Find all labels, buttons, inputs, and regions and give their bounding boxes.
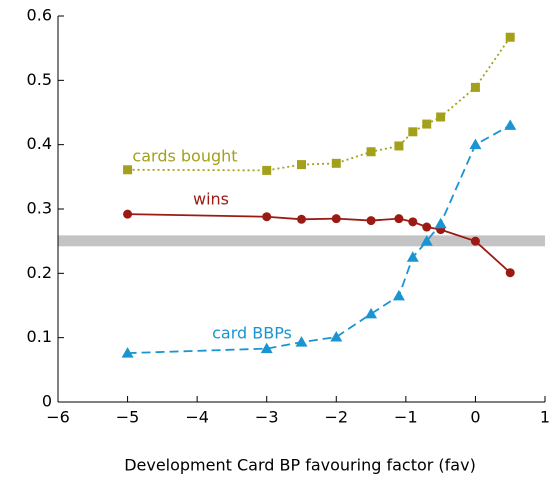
x-axis-label: Development Card BP favouring factor (fa… <box>124 456 476 475</box>
marker <box>123 209 133 219</box>
marker <box>505 268 515 278</box>
y-tick-label: 0.1 <box>27 327 52 346</box>
marker <box>330 331 343 342</box>
marker <box>260 342 273 354</box>
x-tick-label: −1 <box>394 408 418 427</box>
series-label: cards bought <box>132 147 237 166</box>
marker <box>436 112 446 122</box>
marker <box>365 307 378 319</box>
marker <box>408 217 418 227</box>
marker <box>262 165 272 175</box>
y-tick-label: 0.2 <box>27 263 52 282</box>
series-label: wins <box>193 190 229 209</box>
marker <box>505 32 515 42</box>
marker <box>366 147 376 157</box>
marker <box>123 165 133 175</box>
marker <box>434 217 447 229</box>
x-tick-label: −6 <box>46 408 70 427</box>
marker <box>331 158 341 168</box>
marker <box>420 235 433 246</box>
x-tick-label: 1 <box>540 408 550 427</box>
marker <box>331 214 341 224</box>
marker <box>470 82 480 92</box>
series-line <box>127 36 511 172</box>
x-tick-label: −3 <box>255 408 279 427</box>
y-tick-label: 0.5 <box>27 70 52 89</box>
y-tick-label: 0.3 <box>27 199 52 218</box>
marker <box>406 251 419 262</box>
reference-band <box>58 235 545 247</box>
marker <box>394 214 404 224</box>
marker <box>469 138 482 150</box>
y-tick-label: 0 <box>42 392 52 411</box>
x-tick-label: −4 <box>185 408 209 427</box>
marker <box>470 236 480 246</box>
y-tick-label: 0.4 <box>27 134 52 153</box>
y-tick-label: 0.6 <box>27 6 52 25</box>
marker <box>121 347 134 358</box>
marker <box>297 160 306 170</box>
x-tick-label: −5 <box>116 408 140 427</box>
marker <box>408 127 418 137</box>
marker <box>504 119 517 130</box>
marker <box>262 212 272 222</box>
marker <box>422 119 432 129</box>
series-label: card BBPs <box>212 324 292 343</box>
marker <box>297 214 306 224</box>
marker <box>366 216 376 226</box>
marker <box>295 336 308 347</box>
x-tick-label: −2 <box>324 408 348 427</box>
marker <box>394 141 404 151</box>
marker <box>392 289 405 301</box>
marker <box>422 222 432 232</box>
x-tick-label: 0 <box>470 408 480 427</box>
